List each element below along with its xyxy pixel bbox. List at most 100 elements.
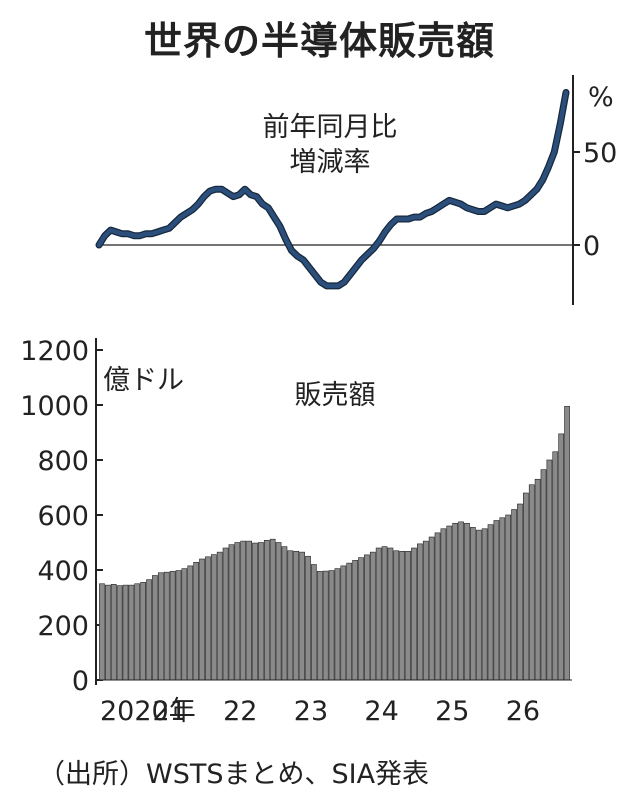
bar	[169, 571, 176, 681]
bar	[540, 469, 547, 681]
bar	[311, 564, 317, 681]
bar	[393, 550, 400, 681]
bar	[234, 542, 241, 681]
bar	[481, 528, 488, 681]
bar	[387, 547, 394, 681]
bar	[193, 561, 199, 681]
bar	[487, 524, 494, 681]
bar	[322, 570, 329, 681]
bar	[187, 565, 194, 681]
bar	[222, 547, 229, 681]
bar	[428, 536, 435, 681]
bar-y-tick-label: 400	[37, 556, 89, 587]
bar	[104, 584, 111, 681]
bar	[493, 520, 500, 681]
bar	[163, 571, 170, 681]
bar-y-tick-label: 600	[37, 501, 89, 532]
bar	[269, 538, 276, 681]
chart-title: 世界の半導体販売額	[143, 19, 495, 63]
bar	[405, 550, 411, 681]
bar	[458, 521, 464, 681]
bar	[216, 551, 223, 681]
bar	[475, 529, 482, 681]
bar	[399, 550, 406, 681]
bar-y-tick-label: 800	[37, 446, 89, 477]
bar	[134, 583, 141, 681]
bar	[128, 584, 135, 681]
bar	[334, 568, 341, 681]
bar	[546, 459, 553, 681]
bar	[522, 492, 529, 681]
bar	[558, 433, 565, 681]
bar	[140, 582, 147, 681]
bar	[364, 554, 370, 681]
bar	[411, 547, 417, 681]
bar	[534, 478, 541, 681]
bar	[175, 570, 182, 681]
bar-x-tick-label: 24	[364, 696, 398, 727]
bar	[110, 583, 117, 681]
bar	[346, 562, 353, 681]
bar	[381, 546, 388, 681]
bar	[340, 565, 347, 681]
bar-y-tick-label: 1000	[20, 391, 89, 422]
bar	[470, 527, 476, 681]
bar-x-tick-label: 21	[152, 696, 186, 727]
bar	[464, 522, 470, 681]
bar	[287, 550, 294, 681]
bar	[440, 528, 447, 681]
bar	[499, 517, 506, 681]
bar	[434, 532, 441, 681]
bar	[258, 542, 264, 681]
bar	[122, 584, 129, 681]
bar	[446, 525, 453, 681]
bar	[528, 484, 535, 681]
line-series-title: 前年同月比	[263, 112, 398, 143]
line-y-tick-label: 0	[583, 231, 600, 262]
bar-x-tick-label: 25	[435, 696, 469, 727]
bar	[517, 503, 523, 681]
bar	[281, 546, 288, 681]
bar	[181, 568, 188, 681]
bar	[263, 539, 270, 681]
bar	[240, 540, 247, 681]
bar	[505, 514, 512, 681]
bar	[210, 554, 217, 681]
line-unit-label: %	[588, 82, 614, 113]
bar	[564, 406, 570, 681]
bar	[293, 550, 300, 681]
bar	[228, 544, 235, 681]
bar	[246, 540, 252, 681]
bar	[352, 560, 358, 681]
bar-x-tick-label: 23	[294, 696, 328, 727]
bar	[358, 557, 364, 681]
bar-x-tick-label: 2020年	[100, 696, 196, 727]
bar	[152, 575, 158, 681]
source-note: （出所）WSTSまとめ、SIA発表	[38, 759, 430, 790]
bar-x-tick-label: 22	[223, 696, 257, 727]
bar	[205, 556, 211, 681]
bar	[328, 570, 335, 681]
line-y-tick-label: 50	[583, 138, 617, 169]
bar	[252, 542, 258, 681]
bar	[157, 572, 164, 681]
bar-y-tick-label: 0	[72, 666, 89, 697]
yoy-growth-line	[96, 90, 569, 289]
bar	[316, 571, 323, 681]
bar	[299, 551, 305, 681]
bar	[375, 547, 382, 681]
bar-y-tick-label: 1200	[20, 336, 89, 367]
line-series-title: 増減率	[290, 147, 371, 178]
bar	[99, 583, 105, 681]
bar-y-tick-label: 200	[37, 611, 89, 642]
bar	[275, 542, 282, 681]
bar	[422, 540, 429, 681]
bar	[116, 585, 123, 681]
bar	[417, 543, 423, 681]
bar	[199, 558, 205, 681]
bar	[452, 522, 459, 681]
bar	[369, 551, 376, 681]
bar-x-tick-label: 26	[506, 696, 540, 727]
bar	[305, 555, 311, 681]
